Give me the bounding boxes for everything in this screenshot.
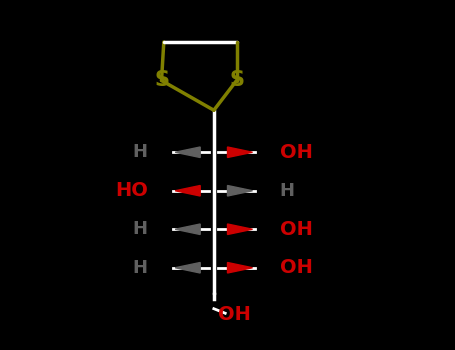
- Text: H: H: [133, 220, 148, 238]
- Text: H: H: [280, 182, 295, 200]
- Text: H: H: [133, 143, 148, 161]
- Polygon shape: [175, 224, 200, 234]
- Text: OH: OH: [280, 258, 313, 277]
- Text: OH: OH: [218, 306, 251, 324]
- Polygon shape: [228, 147, 253, 158]
- Polygon shape: [175, 262, 200, 273]
- Text: OH: OH: [280, 220, 313, 239]
- Polygon shape: [228, 186, 253, 196]
- Text: S: S: [229, 70, 244, 91]
- Polygon shape: [228, 262, 253, 273]
- Polygon shape: [228, 224, 253, 234]
- Text: S: S: [154, 70, 169, 91]
- Text: HO: HO: [115, 181, 148, 200]
- Text: H: H: [133, 259, 148, 277]
- Polygon shape: [175, 147, 200, 158]
- Text: OH: OH: [280, 143, 313, 162]
- Polygon shape: [175, 186, 200, 196]
